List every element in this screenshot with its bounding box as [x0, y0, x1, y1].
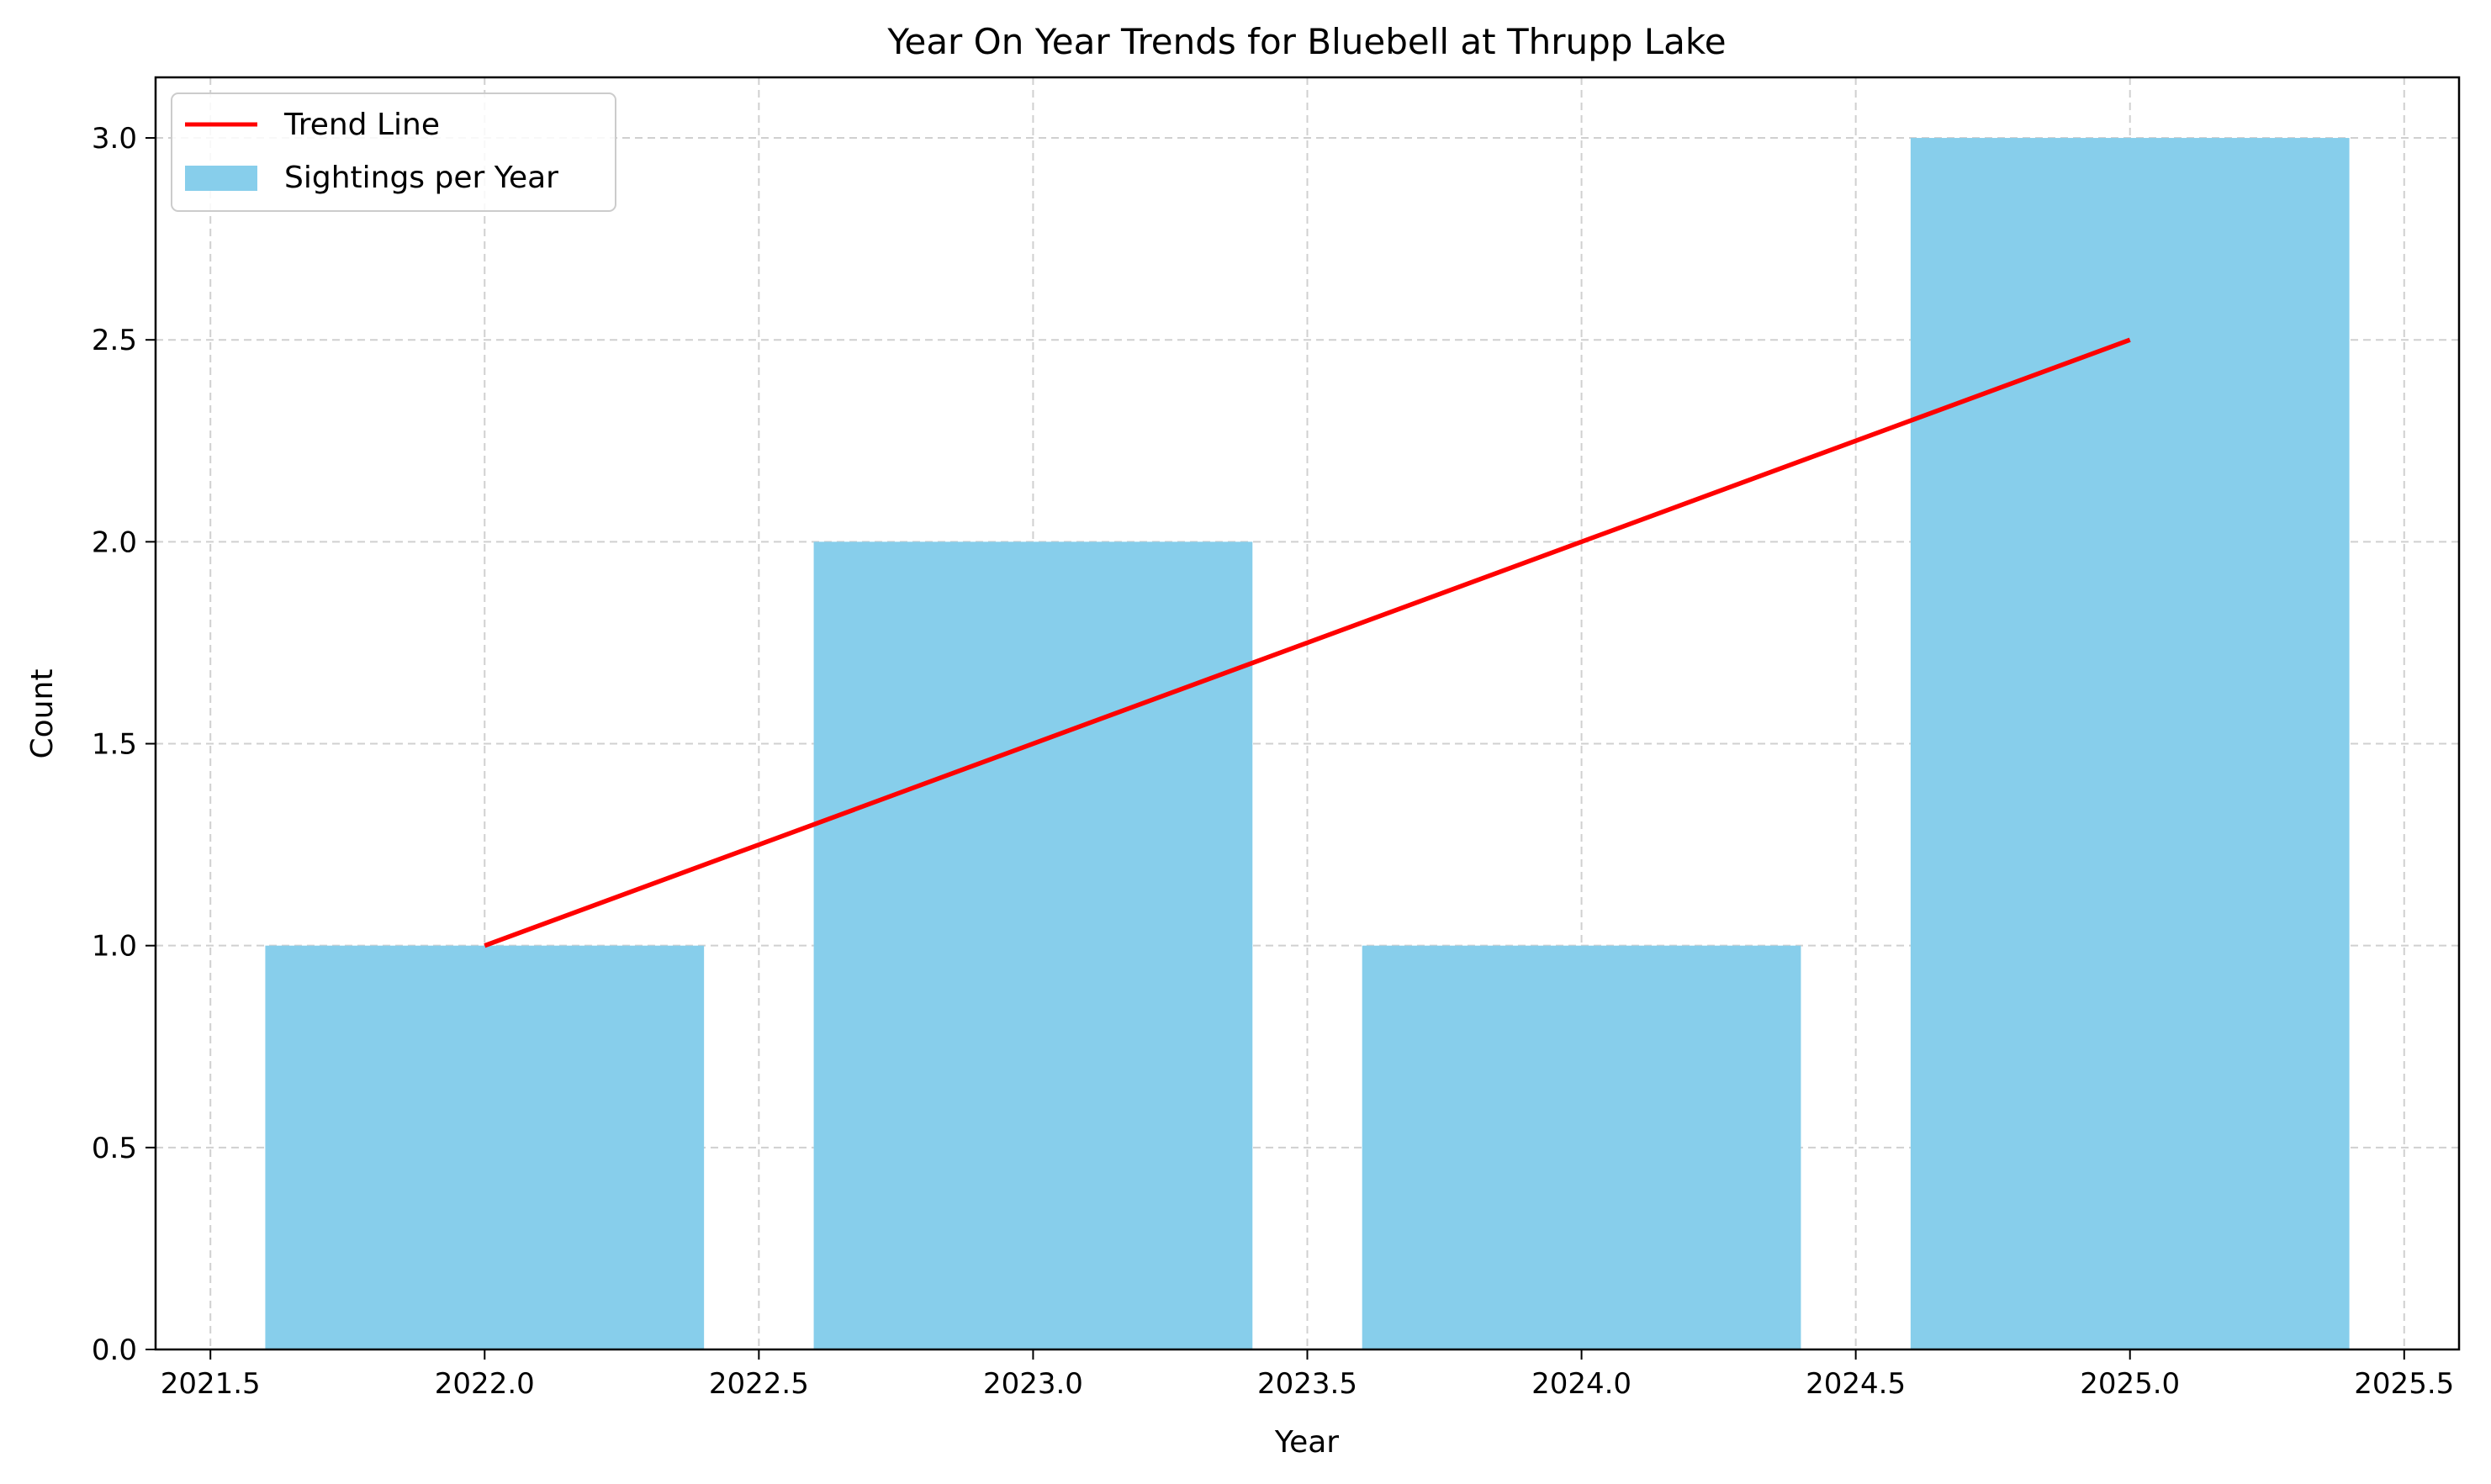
x-tick-label: 2024.5	[1806, 1367, 1906, 1401]
x-tick-label: 2021.5	[161, 1367, 261, 1401]
x-tick-label: 2022.5	[709, 1367, 809, 1401]
chart-title: Year On Year Trends for Bluebell at Thru…	[886, 21, 1726, 62]
y-tick-label: 1.5	[92, 728, 137, 762]
x-tick-label: 2025.5	[2354, 1367, 2454, 1401]
legend-box	[171, 92, 616, 212]
x-axis-label: Year	[1274, 1425, 1339, 1460]
x-tick-label: 2025.0	[2080, 1367, 2180, 1401]
bar-2025	[1910, 138, 2350, 1350]
x-tick-label: 2022.0	[435, 1367, 535, 1401]
trend-line	[484, 337, 2131, 948]
legend-trend-line-label: Trend Line	[283, 108, 440, 142]
x-axis: 2021.5 2022.0 2022.5 2023.0 2023.5 2024.0 2024…	[161, 1349, 2454, 1401]
legend-sightings-label: Sightings per Year	[284, 161, 558, 195]
x-tick-label: 2023.0	[983, 1367, 1083, 1401]
y-tick-label: 1.0	[92, 930, 137, 964]
bar-2022	[265, 945, 705, 1349]
legend-sightings-swatch	[185, 166, 257, 191]
x-tick-label: 2024.0	[1531, 1367, 1632, 1401]
bar-2024	[1362, 945, 1801, 1349]
y-axis-label: Count	[25, 669, 60, 759]
y-tick-label: 2.0	[92, 525, 137, 559]
y-tick-label: 0.5	[92, 1132, 137, 1165]
x-tick-label: 2023.5	[1257, 1367, 1357, 1401]
bar-2023	[813, 541, 1253, 1349]
y-axis: 0.0 0.5 1.0 1.5 2.0 2.5 3.0	[92, 122, 156, 1367]
trend-line-layer	[484, 337, 2131, 948]
legend: Trend Line Sightings per Year	[171, 92, 616, 212]
y-tick-label: 3.0	[92, 122, 137, 156]
y-tick-label: 2.5	[92, 324, 137, 357]
y-tick-label: 0.0	[92, 1333, 137, 1367]
